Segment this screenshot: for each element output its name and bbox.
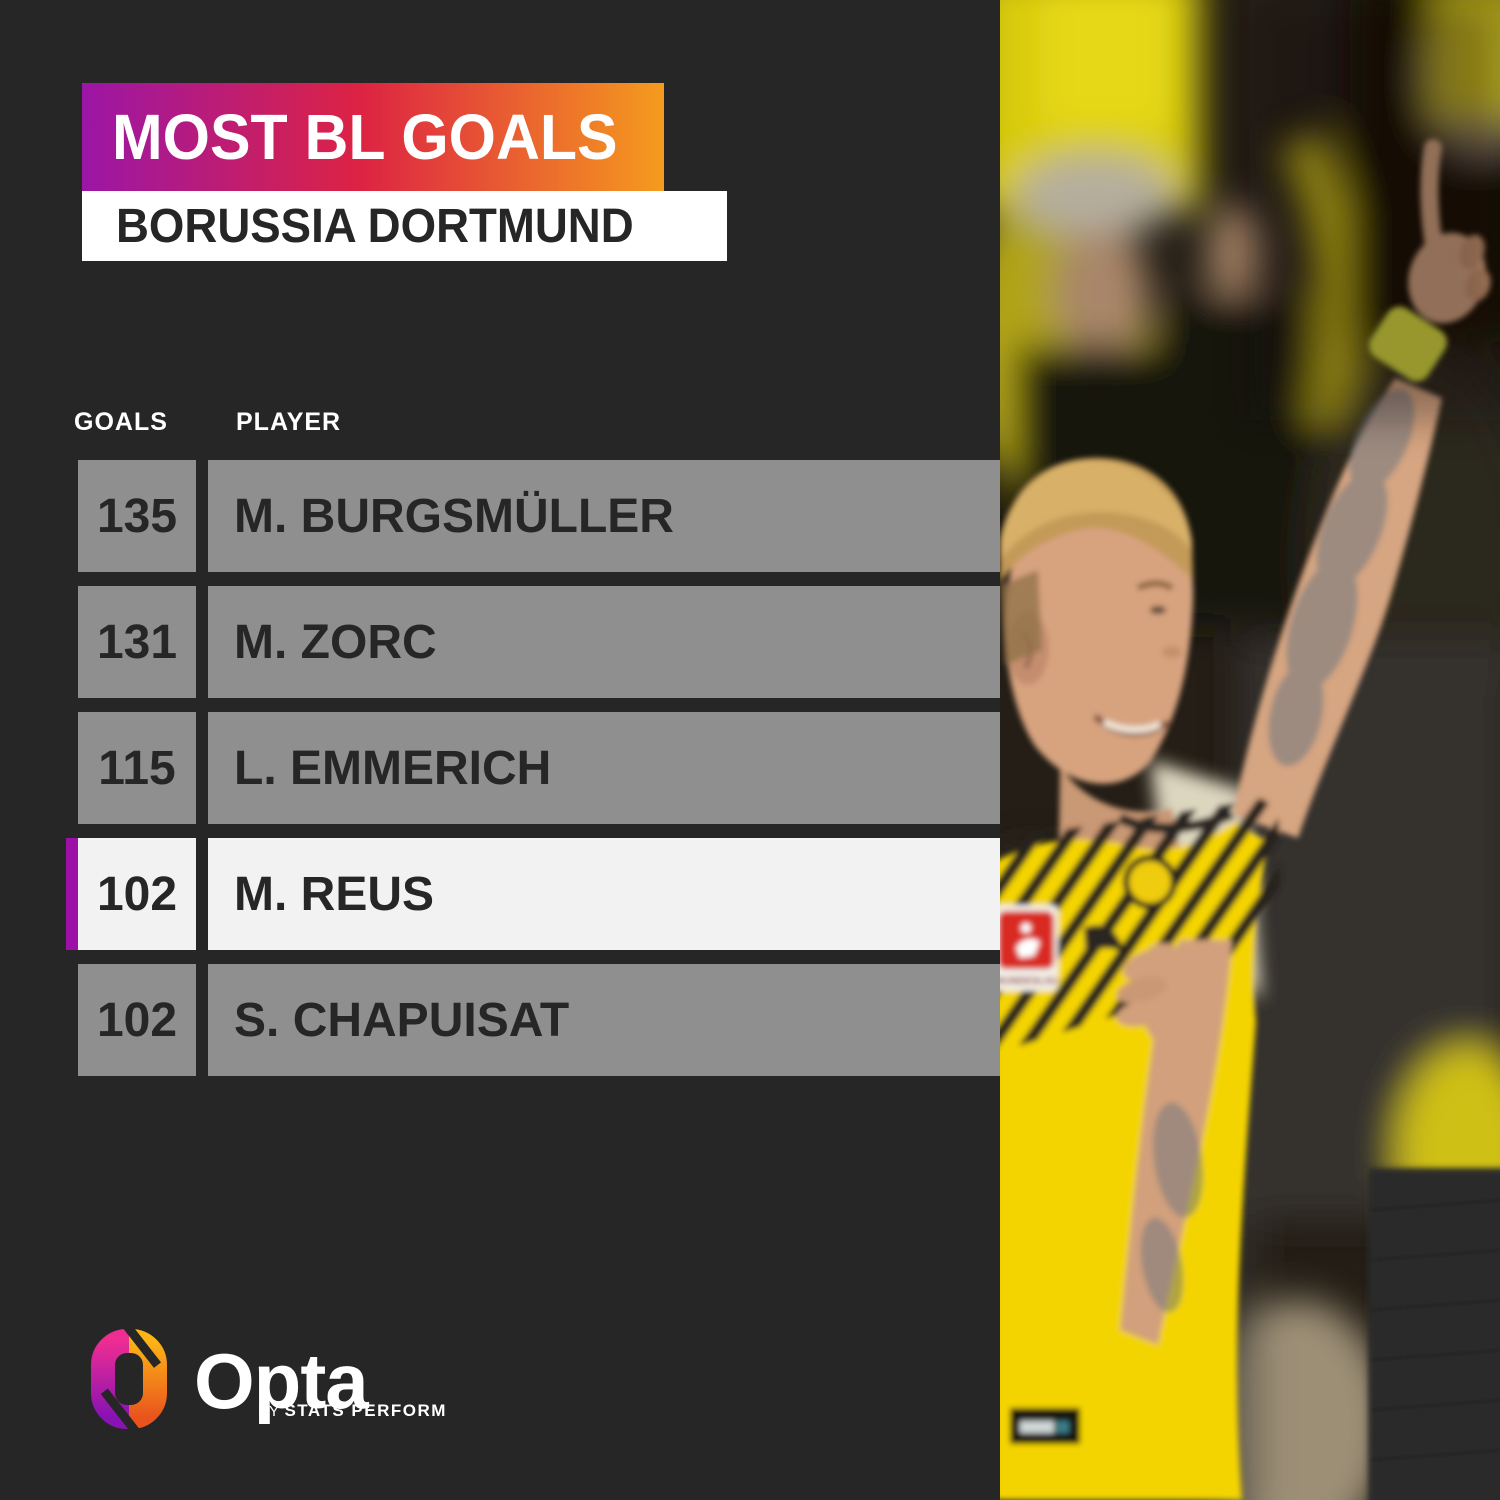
subtitle-banner: BORUSSIA DORTMUND (82, 191, 727, 261)
page-subtitle: BORUSSIA DORTMUND (116, 199, 634, 253)
stats-panel: MOST BL GOALS BORUSSIA DORTMUND GOALS PL… (0, 83, 1000, 1430)
column-header-goals: GOALS (74, 408, 168, 436)
player-cell: L. EMMERICH (208, 712, 1000, 824)
by-label: BY (258, 1403, 281, 1420)
table-row: 135 M. BURGSMÜLLER (66, 460, 1000, 572)
player-cell: M. BURGSMÜLLER (208, 460, 1000, 572)
highlight-accent-bar (66, 586, 78, 698)
goals-cell: 131 (78, 586, 196, 698)
goals-cell: 115 (78, 712, 196, 824)
column-header-player: PLAYER (236, 408, 342, 436)
player-figure: BUNDESLIGA (1000, 139, 1491, 1500)
highlight-accent-bar (66, 964, 78, 1076)
player-photo: BUNDESLIGA (1000, 0, 1500, 1500)
brand-label: STATS PERFORM (284, 1401, 447, 1420)
goals-cell: 102 (78, 964, 196, 1076)
table-row: 131 M. ZORC (66, 586, 1000, 698)
opta-wordmark: Opta (194, 1337, 369, 1425)
page-title: MOST BL GOALS (112, 101, 618, 173)
highlight-accent-bar (66, 712, 78, 824)
goals-cell: 102 (78, 838, 196, 950)
player-cell: S. CHAPUISAT (208, 964, 1000, 1076)
title-banner: MOST BL GOALS (82, 83, 664, 191)
highlight-accent-bar (66, 460, 78, 572)
opta-logo-icon (91, 1328, 167, 1430)
player-cell: M. REUS (208, 838, 1000, 950)
player-cell: M. ZORC (208, 586, 1000, 698)
highlight-accent-bar (66, 838, 78, 950)
goals-cell: 135 (78, 460, 196, 572)
table-row: 102 M. REUS (66, 838, 1000, 950)
table-header: GOALS PLAYER (0, 408, 1000, 442)
table-row: 102 S. CHAPUISAT (66, 964, 1000, 1076)
table-row: 115 L. EMMERICH (66, 712, 1000, 824)
bundesliga-patch-text: BUNDESLIGA (1000, 976, 1062, 987)
stats-perform-tagline: BY STATS PERFORM (258, 1401, 447, 1421)
goals-table: 135 M. BURGSMÜLLER 131 M. ZORC 115 L. EMMERIC… (66, 460, 1000, 1090)
